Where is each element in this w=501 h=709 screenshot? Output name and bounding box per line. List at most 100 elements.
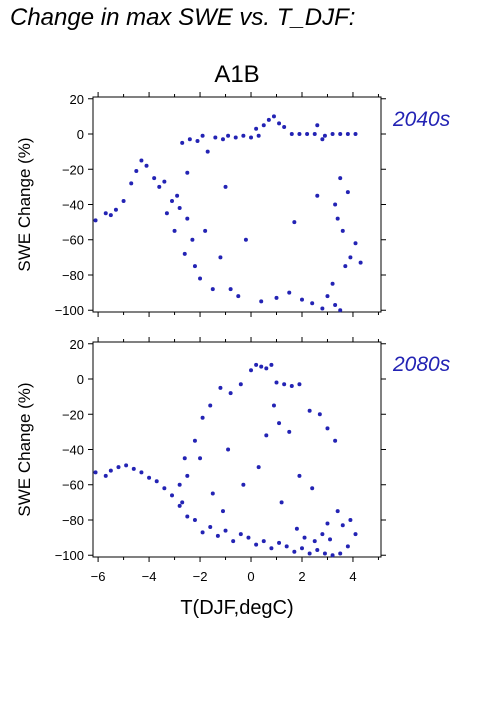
data-point <box>200 530 205 535</box>
data-point <box>277 121 282 126</box>
data-point <box>307 551 312 556</box>
data-point <box>338 308 343 313</box>
data-point <box>284 544 289 549</box>
data-point <box>162 179 167 184</box>
y-tick-label: −20 <box>62 162 84 177</box>
y-tick-label: 0 <box>77 127 84 142</box>
y-tick-label: −40 <box>62 443 84 458</box>
data-point <box>345 544 350 549</box>
data-point <box>180 140 185 145</box>
data-point <box>192 264 197 269</box>
data-point <box>310 486 315 491</box>
data-point <box>215 533 220 538</box>
data-point <box>315 547 320 552</box>
data-point <box>348 517 353 522</box>
data-point <box>162 486 167 491</box>
data-point <box>302 535 307 540</box>
data-point <box>241 133 246 138</box>
data-point <box>264 433 269 438</box>
data-point <box>271 114 276 119</box>
data-point <box>320 532 325 537</box>
data-point <box>259 299 264 304</box>
data-point <box>345 190 350 195</box>
data-point <box>315 123 320 128</box>
data-point <box>213 135 218 140</box>
data-point <box>198 456 203 461</box>
data-point <box>223 528 228 533</box>
data-point <box>154 479 159 484</box>
data-point <box>152 176 157 181</box>
data-point <box>338 176 343 181</box>
data-point <box>297 132 302 137</box>
data-point <box>310 301 315 306</box>
data-point <box>139 158 144 163</box>
data-point <box>131 466 136 471</box>
data-point <box>121 198 126 203</box>
data-point <box>93 218 98 223</box>
data-point <box>210 287 215 292</box>
data-point <box>322 133 327 138</box>
data-point <box>345 132 350 137</box>
data-point <box>182 456 187 461</box>
data-point <box>175 193 180 198</box>
data-point <box>315 193 320 198</box>
data-point <box>231 539 236 544</box>
data-point <box>282 124 287 129</box>
data-point <box>172 228 177 233</box>
data-point <box>157 184 162 189</box>
data-point <box>233 135 238 140</box>
y-axis-label: SWE Change (%) <box>15 382 34 516</box>
data-point <box>116 465 121 470</box>
data-point <box>192 517 197 522</box>
data-point <box>205 149 210 154</box>
data-point <box>277 421 282 426</box>
data-point <box>124 463 129 468</box>
data-point <box>170 493 175 498</box>
data-point <box>259 364 264 369</box>
y-tick-label: −60 <box>62 478 84 493</box>
data-point <box>200 415 205 420</box>
data-point <box>139 470 144 475</box>
data-point <box>103 211 108 216</box>
data-point <box>289 384 294 389</box>
data-point <box>93 470 98 475</box>
data-point <box>164 211 169 216</box>
data-point <box>343 264 348 269</box>
data-point <box>330 281 335 286</box>
data-point <box>182 251 187 256</box>
x-tick-label: 0 <box>247 569 254 584</box>
data-point <box>223 184 228 189</box>
data-point <box>320 306 325 311</box>
data-point <box>226 133 231 138</box>
data-point <box>292 549 297 554</box>
data-point <box>358 260 363 265</box>
data-point <box>322 551 327 556</box>
data-point <box>325 521 330 526</box>
y-tick-label: 20 <box>70 337 84 352</box>
data-point <box>330 553 335 558</box>
data-point <box>144 163 149 168</box>
data-point <box>134 169 139 174</box>
data-point <box>228 391 233 396</box>
y-tick-label: −80 <box>62 268 84 283</box>
plot-frame-2080s <box>92 341 382 558</box>
data-point <box>333 438 338 443</box>
data-point <box>228 287 233 292</box>
data-point <box>200 133 205 138</box>
y-tick-label: −40 <box>62 198 84 213</box>
data-point <box>287 429 292 434</box>
x-axis-label: T(DJF,degC) <box>180 597 293 619</box>
data-point <box>279 500 284 505</box>
main-title: Change in max SWE vs. T_DJF: <box>10 4 356 31</box>
data-point <box>243 237 248 242</box>
data-point <box>269 362 274 367</box>
data-point <box>256 133 261 138</box>
x-tick-label: 2 <box>298 569 305 584</box>
data-point <box>177 482 182 487</box>
y-tick-label: −80 <box>62 513 84 528</box>
plot-frame-2040s <box>92 96 382 313</box>
data-point <box>249 368 254 373</box>
data-point <box>338 551 343 556</box>
data-point <box>220 509 225 514</box>
